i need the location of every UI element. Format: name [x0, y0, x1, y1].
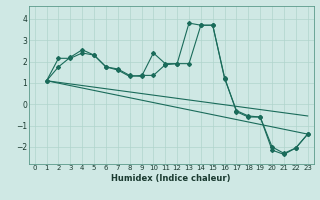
X-axis label: Humidex (Indice chaleur): Humidex (Indice chaleur) — [111, 174, 231, 183]
